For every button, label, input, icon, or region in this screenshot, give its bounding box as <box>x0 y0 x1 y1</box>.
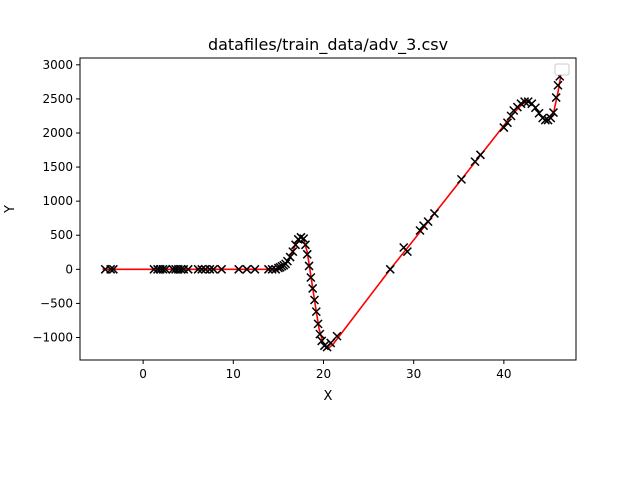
x-axis: 0 10 20 30 40 <box>139 360 511 381</box>
data-point-marker <box>197 264 207 274</box>
x-tick-label: 30 <box>406 367 421 381</box>
y-axis-label: Y <box>3 205 18 214</box>
data-point-marker <box>217 264 227 274</box>
y-tick-label: 2000 <box>42 126 73 140</box>
data-point-marker <box>208 264 218 274</box>
data-point-marker <box>193 264 203 274</box>
data-point-marker <box>423 217 433 227</box>
y-tick-label: 0 <box>65 262 73 276</box>
data-point-marker <box>108 264 118 274</box>
scatter-series <box>100 71 565 352</box>
plot-area <box>79 57 577 361</box>
y-tick-label: 3000 <box>42 58 73 72</box>
data-point-marker <box>540 115 550 125</box>
y-tick-label: 2500 <box>42 92 73 106</box>
data-point-marker <box>499 123 509 133</box>
x-tick-label: 40 <box>496 367 511 381</box>
data-point-marker <box>250 264 260 274</box>
data-point-marker <box>456 174 466 184</box>
data-point-marker <box>470 157 480 167</box>
data-point-marker <box>530 103 540 113</box>
x-tick-label: 0 <box>139 367 147 381</box>
data-point-marker <box>311 307 321 317</box>
data-point-marker <box>234 264 244 274</box>
data-point-marker <box>183 264 193 274</box>
y-tick-label: −1000 <box>32 331 73 345</box>
y-axis: −1000 −500 0 500 1000 1500 2000 2500 3000 <box>32 58 80 345</box>
x-tick-label: 10 <box>226 367 241 381</box>
data-point-marker <box>546 113 556 123</box>
x-tick-label: 20 <box>316 367 331 381</box>
y-tick-label: 1000 <box>42 194 73 208</box>
data-point-marker <box>319 341 329 351</box>
data-point-marker <box>506 111 516 121</box>
data-point-marker <box>520 97 530 107</box>
plot-frame <box>79 57 577 361</box>
plot-background <box>80 58 576 360</box>
data-point-marker <box>296 232 306 242</box>
data-point-marker <box>302 249 312 259</box>
data-point-marker <box>106 264 116 274</box>
y-tick-label: 500 <box>50 228 73 242</box>
data-point-marker <box>553 80 563 90</box>
data-point-marker <box>475 150 485 160</box>
y-tick-label: −500 <box>40 296 73 310</box>
data-point-marker <box>315 329 325 339</box>
x-axis-label: X <box>324 389 333 404</box>
data-point-marker <box>288 247 298 257</box>
data-point-marker <box>502 118 512 128</box>
data-point-marker <box>291 240 301 250</box>
data-point-marker <box>415 225 425 236</box>
data-point-marker <box>242 264 252 274</box>
data-point-marker <box>300 240 310 250</box>
data-point-marker <box>176 264 186 274</box>
data-point-marker <box>308 283 318 293</box>
data-point-marker <box>282 256 292 266</box>
data-point-marker <box>429 208 439 218</box>
data-point-marker <box>304 261 314 271</box>
data-point-marker <box>551 93 561 103</box>
data-point-marker <box>385 264 395 274</box>
data-point-marker <box>548 108 558 118</box>
data-point-marker <box>271 264 281 274</box>
data-point-marker <box>205 264 215 274</box>
chart-title: datafiles/train_data/adv_3.csv <box>208 35 448 55</box>
legend-box <box>554 63 570 76</box>
y-tick-label: 1500 <box>42 160 73 174</box>
data-point-marker <box>313 319 323 329</box>
data-point-marker <box>309 295 320 305</box>
data-point-marker <box>285 252 295 262</box>
data-point-marker <box>332 331 342 341</box>
data-point-marker <box>306 272 316 283</box>
data-point-marker <box>161 264 171 274</box>
data-point-marker <box>402 247 412 257</box>
data-point-marker <box>263 264 274 274</box>
data-point-marker <box>158 264 168 274</box>
